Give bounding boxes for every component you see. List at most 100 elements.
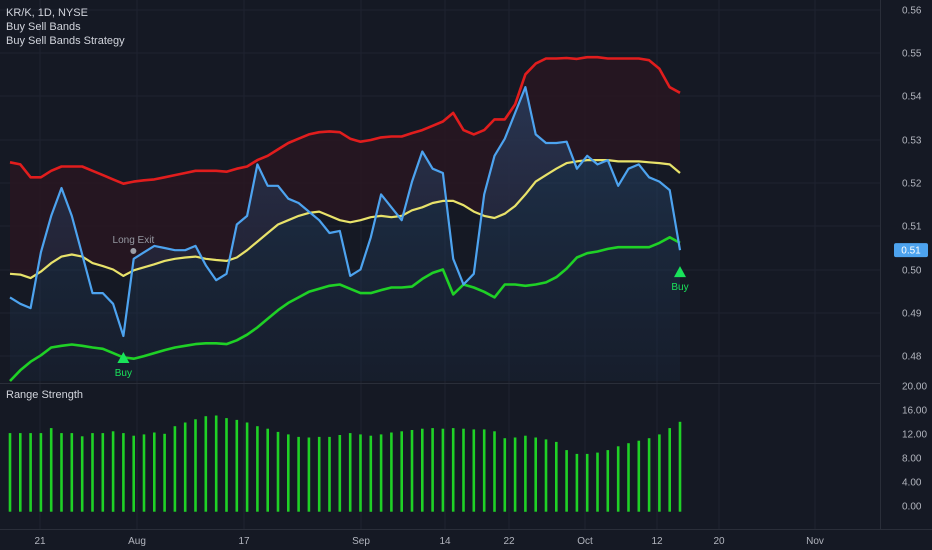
strength-bar	[317, 436, 321, 512]
strength-bar	[91, 433, 94, 512]
strength-bar	[565, 450, 568, 512]
buy-marker-label: Buy	[115, 368, 132, 379]
strength-bar	[101, 433, 105, 512]
strength-bar	[544, 439, 548, 512]
strength-axis[interactable]: 20.00 16.00 12.00 8.00 4.00 0.00	[902, 382, 927, 513]
strength-bar	[60, 433, 63, 512]
strength-bar	[575, 453, 579, 512]
strength-bar	[658, 434, 661, 512]
strength-bar	[606, 450, 610, 512]
upper-band-line	[9, 55, 681, 185]
strength-bar	[276, 431, 280, 512]
buy-marker-label: Buy	[671, 282, 688, 293]
strength-bar	[534, 437, 537, 512]
price-tick-label: 0.50	[902, 266, 922, 277]
price-axis[interactable]: 0.56 0.55 0.54 0.53 0.52 0.51 0.50 0.49 0.48	[902, 6, 922, 363]
price-tick-label: 0.49	[902, 309, 922, 320]
indicator-label-strategy[interactable]: Buy Sell Bands Strategy	[6, 35, 125, 47]
strength-bar	[596, 452, 599, 512]
last-price-tag-bg	[894, 243, 928, 258]
strength-bar	[390, 432, 393, 512]
strength-bar	[256, 426, 259, 512]
subpane-title[interactable]: Range Strength	[6, 389, 84, 401]
strength-bar	[451, 428, 455, 512]
indicator-label-bands[interactable]: Buy Sell Bands	[6, 21, 81, 33]
time-tick-label: 20	[713, 536, 725, 547]
strength-bar	[163, 433, 166, 512]
strength-bar	[400, 431, 403, 512]
time-tick-label: 14	[439, 536, 451, 547]
strength-tick-label: 8.00	[902, 454, 922, 465]
strength-bar	[472, 429, 476, 512]
middle-band-line	[9, 159, 681, 280]
exit-marker-label: Long Exit	[113, 235, 155, 246]
strength-bar	[647, 438, 651, 512]
symbol-title[interactable]: KR/K, 1D, NYSE	[6, 7, 88, 19]
strength-tick-label: 4.00	[902, 478, 922, 489]
strength-bar	[19, 433, 22, 512]
strength-bar	[183, 422, 187, 512]
chart-legend: KR/K, 1D, NYSE Buy Sell Bands Buy Sell B…	[6, 6, 125, 48]
strength-bar	[524, 435, 527, 512]
strength-bar	[307, 437, 311, 512]
exit-marker-dot	[130, 247, 137, 254]
time-tick-label: 22	[503, 536, 515, 547]
strength-bar	[8, 433, 12, 512]
time-tick-label: Oct	[577, 536, 593, 547]
strength-tick-label: 12.00	[902, 430, 927, 441]
strength-bar	[287, 434, 290, 512]
strength-bar	[225, 418, 228, 512]
strength-bar	[637, 440, 641, 512]
strength-bar	[111, 431, 115, 512]
strength-bar	[678, 421, 682, 512]
strength-bar	[153, 432, 156, 512]
time-tick-label: Nov	[806, 536, 824, 547]
strength-bar	[122, 433, 125, 512]
strength-bar	[555, 441, 558, 512]
strength-bar	[194, 419, 197, 512]
strength-bar	[214, 415, 218, 512]
strength-bar	[513, 437, 517, 512]
price-tick-label: 0.48	[902, 352, 922, 363]
time-tick-label: 12	[651, 536, 663, 547]
strength-tick-label: 16.00	[902, 406, 927, 417]
strength-bar	[493, 431, 496, 512]
price-tick-label: 0.53	[902, 136, 922, 147]
strength-bar	[142, 434, 146, 512]
time-tick-label: 21	[34, 536, 46, 547]
strength-bar	[462, 428, 465, 512]
strength-bar	[80, 436, 84, 512]
range-strength-bars	[8, 415, 682, 512]
strength-bar	[431, 428, 434, 512]
strength-bar	[348, 433, 352, 512]
strength-bar	[204, 416, 208, 512]
strength-bar	[70, 433, 74, 512]
strength-bar	[359, 434, 362, 512]
price-area-fill	[10, 87, 680, 381]
strength-bar	[328, 436, 331, 512]
strength-bar	[627, 443, 630, 512]
time-axis[interactable]: 21 Aug 17 Sep 14 22 Oct 12 20 Nov	[34, 536, 823, 547]
strength-tick-label: 0.00	[902, 502, 922, 513]
time-tick-label: 17	[238, 536, 250, 547]
strength-bar	[338, 435, 342, 512]
price-tick-label: 0.54	[902, 92, 922, 103]
strength-bar	[235, 419, 239, 512]
strength-bar	[441, 428, 445, 512]
price-tick-label: 0.51	[902, 222, 922, 233]
price-tick-label: 0.55	[902, 49, 922, 60]
strength-bar	[369, 435, 373, 512]
time-tick-label: Sep	[352, 536, 370, 547]
strength-bar	[29, 433, 32, 512]
time-tick-label: Aug	[128, 536, 146, 547]
strength-bar	[132, 435, 135, 512]
strength-bar	[616, 446, 620, 512]
price-line	[9, 86, 682, 338]
strength-bar	[266, 428, 269, 512]
strength-tick-label: 20.00	[902, 382, 927, 393]
strength-bar	[482, 429, 486, 512]
strength-bar	[297, 436, 300, 512]
upper-band-fill	[10, 57, 680, 279]
buy-marker-icon	[117, 351, 130, 363]
